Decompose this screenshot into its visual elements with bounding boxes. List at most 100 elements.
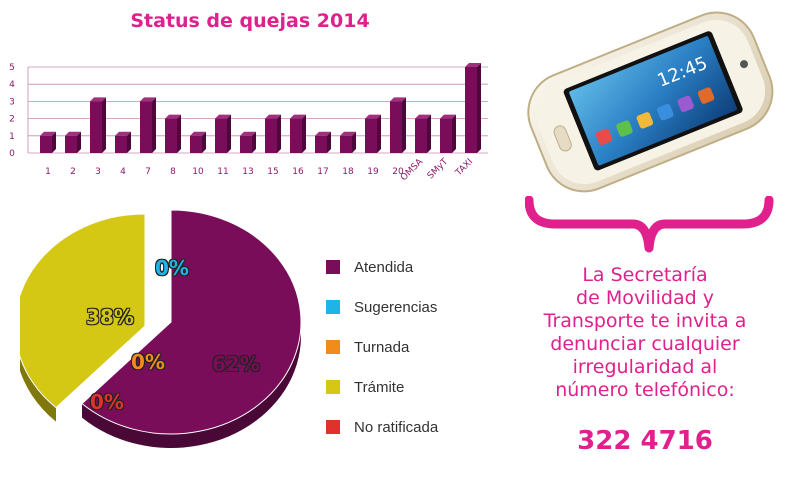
x-tick-label: 16 [292,167,304,177]
legend-item: Atendida [326,258,438,276]
x-tick-label: 20 [392,167,404,177]
legend-swatch [326,380,340,394]
bar-side [402,97,406,153]
bar-front [140,101,152,153]
bar-front [390,101,402,153]
bar [215,114,231,153]
bar [165,114,181,153]
legend-item: No ratificada [326,418,438,436]
invitation-line: denunciar cualquier [550,333,740,355]
bar [115,131,131,153]
x-tick-label: 2 [70,167,76,177]
pie-slice [81,209,302,435]
pie-label-tramite: 38% [86,305,135,330]
bar-top [115,131,131,136]
bar-front [465,67,477,153]
bar-side [177,114,181,153]
bar [190,131,206,153]
bar-side [102,97,106,153]
pie-chart [20,209,302,448]
y-tick-label: 4 [9,80,15,90]
bar [440,114,456,153]
bar-top [90,97,106,102]
invitation-text: La Secretaría de Movilidad y Transporte … [520,264,770,402]
bar [290,114,306,153]
bar [415,114,431,153]
x-tick-label: 10 [192,167,204,177]
legend-label: Trámite [354,378,405,396]
bar-front [190,135,202,153]
bar-top [290,114,306,119]
bar-top [340,131,356,136]
bar [240,131,256,153]
legend-swatch [326,260,340,274]
invitation-line: de Movilidad y [576,287,714,309]
bar [90,97,106,153]
bar-side [327,131,331,153]
invitation-line: irregularidad al [572,356,718,378]
legend-label: Turnada [354,338,410,356]
bar-side [77,131,81,153]
invitation-line: Transporte te invita a [543,310,747,332]
x-tick-label: 19 [367,167,379,177]
bar-top [265,114,281,119]
bar-front [65,135,77,153]
y-tick-label: 3 [9,97,15,107]
pie-label-sugerencias: 0% [155,256,190,281]
bar-top [315,131,331,136]
bar-front [365,118,377,153]
x-tick-label: 7 [145,167,151,177]
bar [140,97,156,153]
x-tick-label: 4 [120,167,126,177]
legend-label: Sugerencias [354,298,438,316]
bar-front [265,118,277,153]
bar-side [352,131,356,153]
y-tick-label: 5 [9,63,15,73]
legend-item: Trámite [326,378,438,396]
bar-front [290,118,302,153]
bar-front [415,118,427,153]
y-tick-label: 0 [9,149,15,159]
bar-top [440,114,456,119]
x-tick-label: 15 [267,167,278,177]
bar [65,131,81,153]
bar-side [127,131,131,153]
pie-slice-side [82,210,301,448]
bar-front [115,135,127,153]
bar [315,131,331,153]
bar-front [315,135,327,153]
bar-front [215,118,227,153]
x-tick-label: TAXI [453,157,475,179]
bar [265,114,281,153]
bar-top [65,131,81,136]
phone-number: 322 4716 [577,426,713,456]
bar-side [202,131,206,153]
bar-top [390,97,406,102]
bar-front [165,118,177,153]
bar-top [165,114,181,119]
x-tick-label: 3 [95,167,101,177]
x-tick-label: SMyT [426,157,451,182]
y-tick-label: 2 [9,115,15,125]
curly-brace-icon [525,196,774,253]
x-tick-label: 17 [317,167,328,177]
bar-front [90,101,102,153]
x-tick-label: 1 [45,167,51,177]
bar-side [277,114,281,153]
pie-label-atendida: 62% [212,352,261,377]
bar-side [252,131,256,153]
bar [40,131,56,153]
pie-label-turnada: 0% [131,350,166,375]
x-tick-label: 8 [170,167,176,177]
y-tick-label: 1 [9,132,15,142]
legend-swatch [326,420,340,434]
bar-side [427,114,431,153]
bar-top [215,114,231,119]
legend-label: Atendida [354,258,414,276]
bar [365,114,381,153]
legend-label: No ratificada [354,418,439,436]
x-tick-label: 11 [217,167,228,177]
bar-front [240,135,252,153]
bar-front [440,118,452,153]
